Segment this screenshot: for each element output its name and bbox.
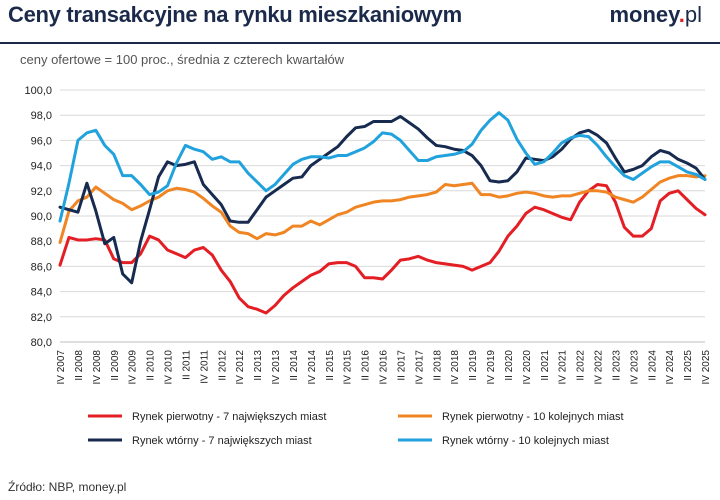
y-tick-label: 80,0 [31,337,52,349]
x-tick-label: II 2022 [576,350,587,381]
y-axis: 100,0 98,0 96,0 94,0 92,0 90,0 88,0 86,0 84,0 82,… [24,85,52,349]
y-tick-label: 82,0 [31,312,52,324]
x-tick-label: II 2009 [110,350,121,381]
legend: Rynek pierwotny - 7 największych miast Ry… [88,411,624,447]
x-tick-label: II 2015 [325,350,336,381]
x-tick-label: IV 2014 [307,350,318,385]
x-tick-label: IV 2016 [379,350,390,385]
x-tick-label: IV 2008 [92,350,103,385]
x-tick-label: IV 2024 [665,350,676,385]
x-tick-label: IV 2019 [486,350,497,385]
x-tick-label: II 2016 [361,350,372,381]
x-tick-label: IV 2022 [594,350,605,385]
y-tick-label: 92,0 [31,186,52,198]
x-axis: IV 2007 II 2008 IV 2008 II 2009 IV 2009 II 20… [56,341,712,385]
y-tick-label: 90,0 [31,211,52,223]
y-tick-label: 100,0 [24,85,52,97]
x-tick-label: IV 2018 [450,350,461,385]
series-line-4 [58,111,707,223]
x-tick-label: II 2013 [253,350,264,381]
x-tick-label: II 2012 [217,350,228,381]
brand-name: money [609,2,679,27]
x-tick-label: II 2023 [611,350,622,381]
header: Ceny transakcyjne na rynku mieszkaniowym… [0,0,720,38]
y-tick-label: 88,0 [31,236,52,248]
x-tick-label: II 2020 [504,350,515,381]
y-tick-label: 96,0 [31,135,52,147]
legend-label: Rynek pierwotny - 7 największych miast [132,411,326,423]
x-tick-label: II 2010 [146,350,157,381]
x-tick-label: II 2018 [432,350,443,381]
x-tick-label: II 2011 [181,350,192,380]
y-tick-label: 84,0 [31,287,52,299]
legend-label: Rynek pierwotny - 10 kolejnych miast [442,411,624,423]
grid-lines [60,89,705,343]
y-tick-label: 98,0 [31,110,52,122]
x-tick-label: II 2008 [74,350,85,381]
x-tick-label: IV 2009 [128,350,139,385]
source-note: Źródło: NBP, money.pl [8,480,127,494]
x-tick-label: II 2025 [683,350,694,381]
brand-logo: money.pl [609,2,702,28]
x-tick-label: IV 2020 [522,350,533,385]
x-tick-label: IV 2021 [558,350,569,385]
legend-label: Rynek wtórny - 10 kolejnych miast [442,435,609,447]
x-tick-label: IV 2012 [235,350,246,385]
x-tick-label: II 2014 [289,350,300,381]
series-line-3 [58,114,707,285]
chart-subtitle: ceny ofertowe = 100 proc., średnia z czt… [20,52,345,67]
x-tick-label: IV 2007 [56,350,67,385]
x-tick-label: IV 2011 [199,350,210,384]
x-tick-label: II 2017 [396,350,407,381]
x-tick-label: IV 2013 [271,350,282,385]
y-tick-label: 86,0 [31,261,52,273]
brand-dot: . [678,2,685,27]
x-tick-label: IV 2015 [343,350,354,385]
x-tick-label: IV 2025 [701,350,712,385]
legend-label: Rynek wtórny - 7 największych miast [132,435,312,447]
x-tick-label: II 2024 [647,350,658,381]
x-tick-label: IV 2023 [629,350,640,385]
brand-suffix: pl [684,2,702,27]
x-tick-label: IV 2017 [414,350,425,385]
x-tick-label: II 2019 [468,350,479,381]
series-lines [58,111,707,315]
series-line-1 [58,183,707,315]
series-line-2 [58,174,707,244]
y-tick-label: 94,0 [31,161,52,173]
header-divider [0,42,720,44]
line-chart: 100,0 98,0 96,0 94,0 92,0 90,0 88,0 86,0 84,0 82,… [24,85,712,447]
chart-title: Ceny transakcyjne na rynku mieszkaniowym [8,2,462,27]
x-tick-label: IV 2010 [164,350,175,385]
x-tick-label: II 2021 [540,350,551,381]
